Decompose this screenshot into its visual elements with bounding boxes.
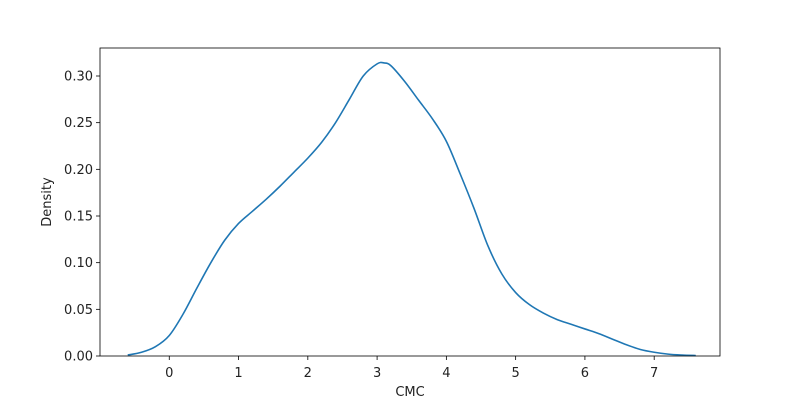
x-tick-label: 3 — [373, 366, 381, 381]
y-tick-label: 0.25 — [64, 116, 93, 131]
y-tick-label: 0.30 — [64, 70, 93, 85]
x-tick-label: 7 — [650, 366, 658, 381]
y-tick-label: 0.10 — [64, 256, 93, 271]
x-tick-label: 6 — [581, 366, 589, 381]
x-tick-label: 1 — [234, 366, 242, 381]
x-axis: 0 1 2 3 4 5 6 7 — [165, 356, 658, 381]
plot-area — [127, 61, 696, 357]
density-line-0 — [127, 61, 696, 357]
y-tick-label: 0.00 — [64, 350, 93, 365]
y-axis: 0.00 0.05 0.10 0.15 0.20 0.25 0.30 — [64, 70, 100, 365]
y-tick-label: 0.20 — [64, 163, 93, 178]
x-tick-label: 2 — [304, 366, 312, 381]
axes-frame — [99, 47, 721, 357]
x-tick-label: 5 — [512, 366, 520, 381]
x-tick-label: 4 — [442, 366, 450, 381]
x-axis-label: CMC — [395, 385, 424, 400]
y-axis-label: Density — [40, 177, 55, 227]
x-tick-label: 0 — [165, 366, 173, 381]
y-tick-label: 0.15 — [64, 210, 93, 225]
y-tick-label: 0.05 — [64, 303, 93, 318]
